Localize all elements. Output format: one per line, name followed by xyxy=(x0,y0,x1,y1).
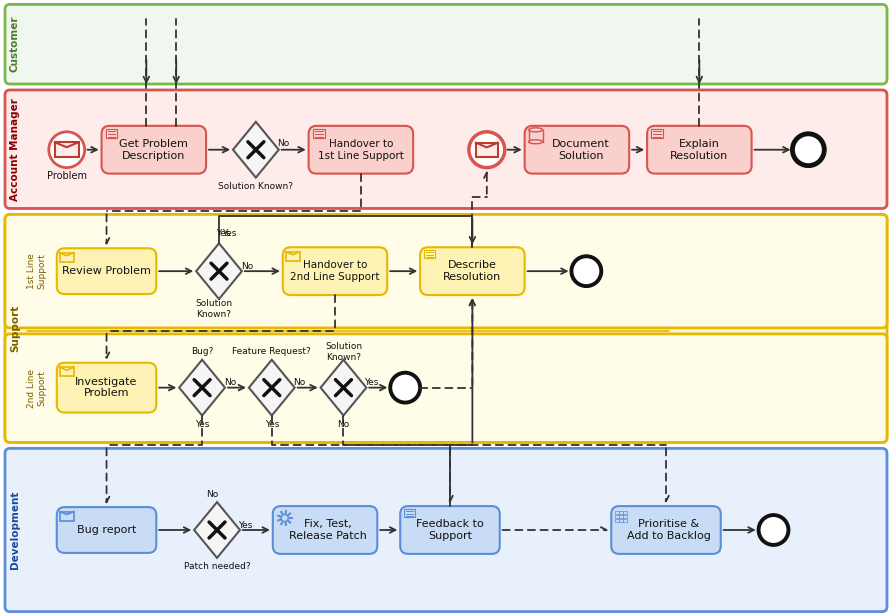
Text: Development: Development xyxy=(10,491,20,569)
Bar xyxy=(312,129,325,138)
Bar xyxy=(619,514,623,518)
Polygon shape xyxy=(233,122,279,177)
Text: Fix, Test,
Release Patch: Fix, Test, Release Patch xyxy=(289,519,367,541)
Text: 2nd Line
Support: 2nd Line Support xyxy=(27,368,46,408)
FancyBboxPatch shape xyxy=(401,506,500,554)
Polygon shape xyxy=(179,360,225,416)
Text: Solution Known?: Solution Known? xyxy=(219,182,293,191)
Bar xyxy=(619,519,623,522)
Circle shape xyxy=(758,515,789,545)
Text: Review Problem: Review Problem xyxy=(62,266,151,276)
Bar xyxy=(54,142,78,157)
Text: Yes: Yes xyxy=(364,378,378,387)
Text: No: No xyxy=(206,490,219,499)
Bar xyxy=(404,509,415,517)
FancyBboxPatch shape xyxy=(273,506,377,554)
Circle shape xyxy=(572,256,601,286)
Text: Feedback to
Support: Feedback to Support xyxy=(416,519,483,541)
Text: Document
Solution: Document Solution xyxy=(552,139,610,161)
Bar xyxy=(615,511,619,514)
Bar xyxy=(105,129,118,138)
Polygon shape xyxy=(249,360,294,416)
Text: 1st Line
Support: 1st Line Support xyxy=(27,253,46,289)
FancyBboxPatch shape xyxy=(420,247,524,295)
FancyBboxPatch shape xyxy=(5,448,887,612)
Ellipse shape xyxy=(529,140,542,144)
Bar xyxy=(651,129,663,138)
Text: Handover to
2nd Line Support: Handover to 2nd Line Support xyxy=(290,261,380,282)
Text: Bug?: Bug? xyxy=(191,347,213,356)
Circle shape xyxy=(792,134,824,166)
Bar xyxy=(529,130,542,142)
Bar xyxy=(285,252,300,261)
Text: Solution
Known?: Solution Known? xyxy=(325,342,362,362)
Text: Problem: Problem xyxy=(46,171,87,180)
FancyBboxPatch shape xyxy=(57,363,156,413)
Polygon shape xyxy=(320,360,367,416)
Bar xyxy=(624,511,627,514)
Bar xyxy=(624,519,627,522)
Text: Describe
Resolution: Describe Resolution xyxy=(443,261,501,282)
FancyBboxPatch shape xyxy=(5,214,887,442)
Circle shape xyxy=(391,373,420,403)
Bar xyxy=(615,519,619,522)
Circle shape xyxy=(469,132,505,168)
Text: Yes: Yes xyxy=(238,521,252,530)
Text: Yes: Yes xyxy=(265,420,279,429)
Text: Investigate
Problem: Investigate Problem xyxy=(75,377,137,399)
Text: Explain
Resolution: Explain Resolution xyxy=(670,139,729,161)
Text: Yes: Yes xyxy=(222,229,236,238)
Text: Customer: Customer xyxy=(10,16,20,73)
Text: Bug report: Bug report xyxy=(77,525,136,535)
Text: No: No xyxy=(224,378,236,387)
Bar xyxy=(615,514,619,518)
Ellipse shape xyxy=(529,128,542,132)
FancyBboxPatch shape xyxy=(5,214,887,328)
FancyBboxPatch shape xyxy=(5,334,887,442)
Polygon shape xyxy=(194,502,240,558)
FancyBboxPatch shape xyxy=(5,90,887,208)
FancyBboxPatch shape xyxy=(57,248,156,294)
Text: Get Problem
Description: Get Problem Description xyxy=(120,139,188,161)
Bar xyxy=(60,253,74,262)
Bar xyxy=(60,511,74,521)
Text: Solution
Known?: Solution Known? xyxy=(195,299,233,318)
Text: Patch needed?: Patch needed? xyxy=(184,562,251,571)
Text: Feature Request?: Feature Request? xyxy=(233,347,311,356)
Polygon shape xyxy=(196,243,242,299)
FancyBboxPatch shape xyxy=(102,126,206,174)
FancyBboxPatch shape xyxy=(283,247,387,295)
Text: No: No xyxy=(293,378,306,387)
Text: Yes: Yes xyxy=(195,420,210,429)
Circle shape xyxy=(49,132,85,168)
Text: Support: Support xyxy=(10,305,20,352)
Bar xyxy=(60,367,74,376)
FancyBboxPatch shape xyxy=(57,507,156,553)
Circle shape xyxy=(281,514,288,522)
FancyBboxPatch shape xyxy=(611,506,721,554)
Text: Handover to
1st Line Support: Handover to 1st Line Support xyxy=(318,139,404,161)
Bar xyxy=(624,514,627,518)
Text: No: No xyxy=(277,139,290,148)
Text: Yes: Yes xyxy=(216,229,230,238)
Text: Account Manager: Account Manager xyxy=(10,98,20,201)
Bar xyxy=(424,250,435,258)
FancyBboxPatch shape xyxy=(647,126,752,174)
FancyBboxPatch shape xyxy=(5,4,887,84)
Text: Prioritise &
Add to Backlog: Prioritise & Add to Backlog xyxy=(627,519,711,541)
Bar xyxy=(619,511,623,514)
FancyBboxPatch shape xyxy=(309,126,413,174)
Text: No: No xyxy=(241,262,253,270)
Text: No: No xyxy=(337,420,350,429)
FancyBboxPatch shape xyxy=(524,126,629,174)
Bar xyxy=(475,143,498,156)
